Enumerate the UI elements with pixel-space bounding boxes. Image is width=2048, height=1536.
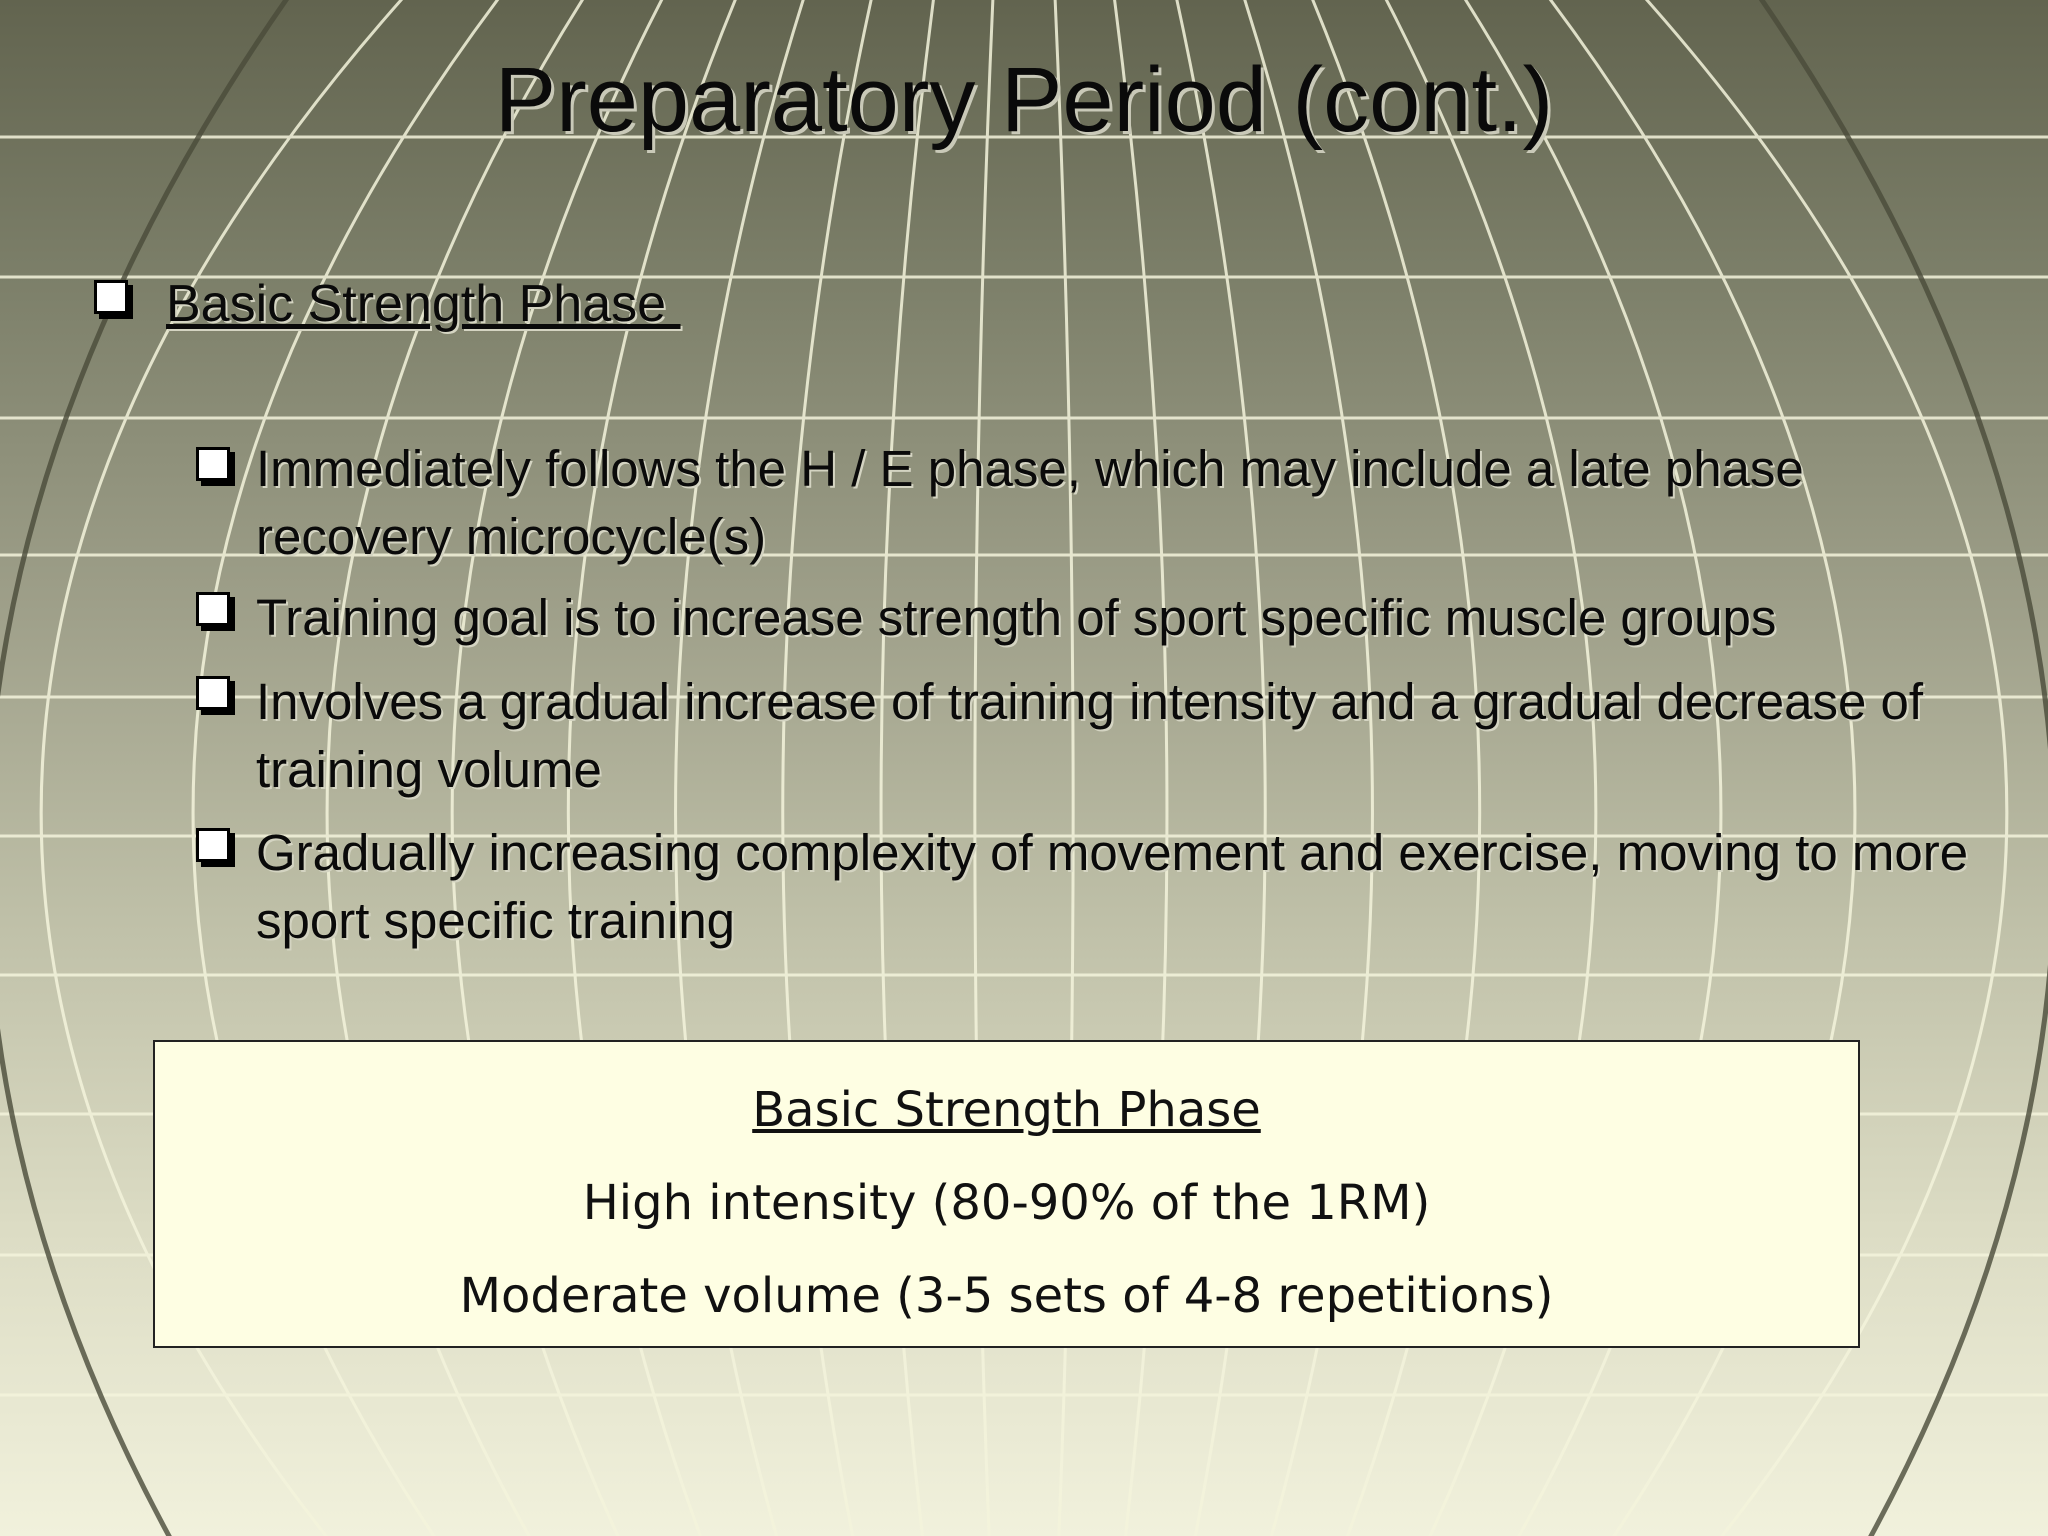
sub-bullet-3: Involves a gradual increase of training … — [256, 673, 1924, 798]
bullet-square-icon — [94, 280, 128, 314]
bullet-square-icon — [196, 828, 230, 862]
sub-bullet-4: Gradually increasing complexity of movem… — [256, 824, 1969, 949]
sub-bullet-2: Training goal is to increase strength of… — [256, 589, 1777, 646]
bullet-square-icon — [196, 447, 230, 481]
summary-box: Basic Strength Phase High intensity (80-… — [153, 1040, 1860, 1348]
sub-bullet-1: Immediately follows the H / E phase, whi… — [256, 440, 1804, 565]
summary-box-volume: Moderate volume (3-5 sets of 4-8 repetit… — [459, 1268, 1554, 1324]
summary-box-heading: Basic Strength Phase — [752, 1082, 1261, 1138]
bullet-square-icon — [196, 592, 230, 626]
slide-title: Preparatory Period (cont.) — [494, 49, 1554, 151]
bullet-square-icon — [196, 676, 230, 710]
main-bullet-text: Basic Strength Phase — [166, 275, 681, 333]
summary-box-intensity: High intensity (80-90% of the 1RM) — [582, 1175, 1431, 1231]
